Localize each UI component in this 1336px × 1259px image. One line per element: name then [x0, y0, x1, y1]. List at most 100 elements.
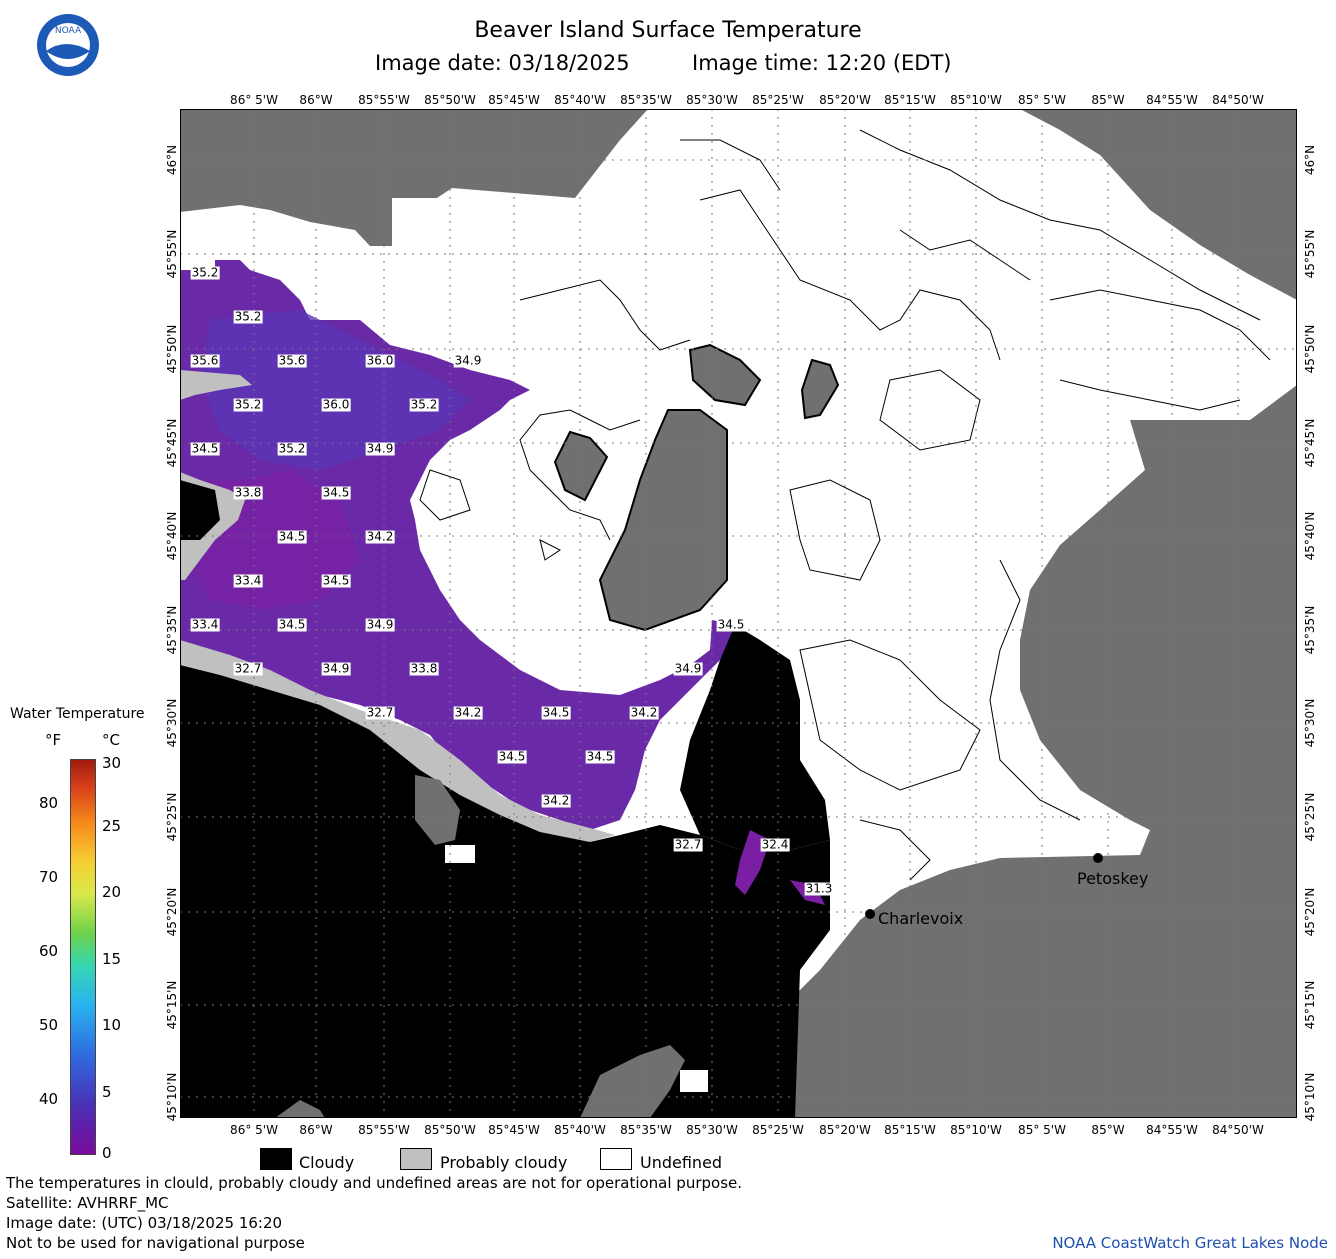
footer-utc-date: Image date: (UTC) 03/18/2025 16:20: [6, 1214, 283, 1232]
island-hog: [800, 358, 840, 420]
longitude-label: 85°40'W: [554, 1123, 606, 1137]
temp-label: 33.4: [190, 617, 220, 632]
latitude-label: 45°45'N: [1303, 418, 1317, 468]
c-tick: 10: [102, 1016, 122, 1034]
temp-label: 34.9: [673, 661, 703, 676]
island-garden: [688, 343, 762, 407]
temp-label: 32.7: [673, 837, 703, 852]
longitude-label: 85°15'W: [884, 93, 936, 107]
longitude-label: 84°55'W: [1146, 1123, 1198, 1137]
f-tick: 40: [39, 1090, 59, 1108]
longitude-label: 85°50'W: [424, 93, 476, 107]
unit-fahrenheit: °F: [45, 731, 62, 749]
f-tick: 70: [39, 868, 59, 886]
longitude-label: 86° 5'W: [230, 93, 278, 107]
map-area: [180, 109, 1297, 1118]
c-tick: 0: [102, 1144, 112, 1162]
temp-label: 35.2: [233, 309, 263, 324]
latitude-label: 45°50'N: [165, 324, 179, 374]
longitude-label: 85°50'W: [424, 1123, 476, 1137]
c-tick: 20: [102, 883, 122, 901]
c-tick: 15: [102, 950, 122, 968]
footer-disclaimer: The temperatures in clould, probably clo…: [6, 1174, 743, 1192]
temp-label: 35.2: [190, 265, 220, 280]
longitude-label: 86°W: [299, 1123, 333, 1137]
longitude-label: 85°25'W: [752, 93, 804, 107]
longitude-label: 84°50'W: [1212, 1123, 1264, 1137]
latitude-label: 45°10'N: [1303, 1072, 1317, 1122]
temp-label: 34.5: [277, 617, 307, 632]
temp-label: 34.9: [321, 661, 351, 676]
longitude-label: 85°40'W: [554, 93, 606, 107]
longitude-label: 85°20'W: [819, 93, 871, 107]
legend-label-probably-cloudy: Probably cloudy: [440, 1153, 568, 1172]
temp-label: 34.5: [716, 617, 746, 632]
latitude-label: 45°40'N: [165, 511, 179, 561]
temp-label: 34.5: [190, 441, 220, 456]
temp-label: 36.0: [321, 397, 351, 412]
latitude-label: 45°55'N: [165, 229, 179, 279]
petoskey-marker: [1093, 853, 1103, 863]
unit-celsius: °C: [102, 731, 120, 749]
legend-swatch-undefined: [600, 1148, 632, 1170]
temp-label: 34.9: [365, 617, 395, 632]
latitude-label: 45°15'N: [165, 980, 179, 1030]
footer-satellite: Satellite: AVHRRF_MC: [6, 1194, 169, 1212]
longitude-label: 84°50'W: [1212, 93, 1264, 107]
legend-label-undefined: Undefined: [640, 1153, 723, 1172]
c-tick: 5: [102, 1083, 112, 1101]
legend-swatch-cloudy: [260, 1148, 292, 1170]
land-northwest: [180, 109, 648, 246]
longitude-label: 85°25'W: [752, 1123, 804, 1137]
charlevoix-marker: [865, 909, 875, 919]
latitude-label: 45°25'N: [165, 792, 179, 842]
longitude-label: 85°15'W: [884, 1123, 936, 1137]
longitude-label: 85°10'W: [950, 93, 1002, 107]
latitude-label: 45°15'N: [1303, 980, 1317, 1030]
temp-label: 33.8: [233, 485, 263, 500]
longitude-label: 85°W: [1091, 1123, 1125, 1137]
temp-label: 34.5: [497, 749, 527, 764]
temp-label: 34.5: [585, 749, 615, 764]
longitude-label: 85°45'W: [488, 93, 540, 107]
island-beaver: [598, 409, 728, 632]
temp-label: 35.6: [277, 353, 307, 368]
latitude-label: 46°N: [1303, 144, 1317, 176]
longitude-label: 85°10'W: [950, 1123, 1002, 1137]
temp-label: 34.9: [453, 353, 483, 368]
temp-label: 34.5: [321, 573, 351, 588]
noaa-logo: NOAA: [37, 14, 99, 76]
temp-label: 35.2: [233, 397, 263, 412]
longitude-label: 84°55'W: [1146, 93, 1198, 107]
temp-label: 34.2: [453, 705, 483, 720]
c-tick: 25: [102, 817, 122, 835]
island-high: [553, 430, 609, 502]
footer-credit: NOAA CoastWatch Great Lakes Node: [1052, 1234, 1328, 1252]
temp-label: 32.7: [233, 661, 263, 676]
temp-label: 32.4: [760, 837, 790, 852]
longitude-label: 85°45'W: [488, 1123, 540, 1137]
f-tick: 50: [39, 1016, 59, 1034]
temp-label: 34.5: [321, 485, 351, 500]
color-scale-title: Water Temperature: [10, 706, 145, 722]
longitude-label: 85° 5'W: [1018, 93, 1066, 107]
temp-label: 31.3: [804, 881, 834, 896]
latitude-label: 45°25'N: [1303, 792, 1317, 842]
temp-label: 35.2: [277, 441, 307, 456]
longitude-label: 85°55'W: [358, 93, 410, 107]
temp-label: 33.8: [409, 661, 439, 676]
longitude-label: 85°35'W: [620, 1123, 672, 1137]
temp-label: 35.6: [190, 353, 220, 368]
map-title: Beaver Island Surface Temperature: [474, 18, 862, 43]
latitude-label: 46°N: [165, 144, 179, 176]
latitude-label: 45°30'N: [1303, 698, 1317, 748]
image-date: Image date: 03/18/2025: [375, 51, 630, 75]
legend-label-cloudy: Cloudy: [299, 1153, 355, 1172]
latitude-label: 45°35'N: [1303, 605, 1317, 655]
latitude-label: 45°35'N: [165, 605, 179, 655]
latitude-label: 45°20'N: [1303, 887, 1317, 937]
longitude-label: 85°55'W: [358, 1123, 410, 1137]
longitude-label: 85° 5'W: [1018, 1123, 1066, 1137]
longitude-label: 86° 5'W: [230, 1123, 278, 1137]
longitude-label: 85°W: [1091, 93, 1125, 107]
